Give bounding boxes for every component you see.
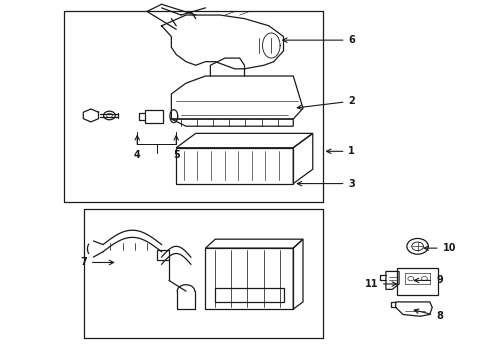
Text: 9: 9 (413, 275, 442, 285)
Text: 1: 1 (326, 146, 354, 156)
Text: 8: 8 (413, 309, 442, 321)
Bar (144, 110, 163, 123)
Bar (215, 288, 283, 302)
Bar (205, 248, 293, 309)
Text: 2: 2 (297, 96, 354, 109)
Text: 4: 4 (134, 136, 141, 160)
Text: 11: 11 (364, 279, 396, 289)
Text: 5: 5 (172, 136, 179, 160)
Bar (396, 268, 437, 295)
Text: 7: 7 (80, 257, 114, 267)
Bar (176, 148, 293, 184)
Bar (157, 250, 168, 260)
Text: 6: 6 (282, 35, 354, 45)
Text: 3: 3 (297, 179, 354, 189)
Text: 10: 10 (423, 243, 455, 253)
